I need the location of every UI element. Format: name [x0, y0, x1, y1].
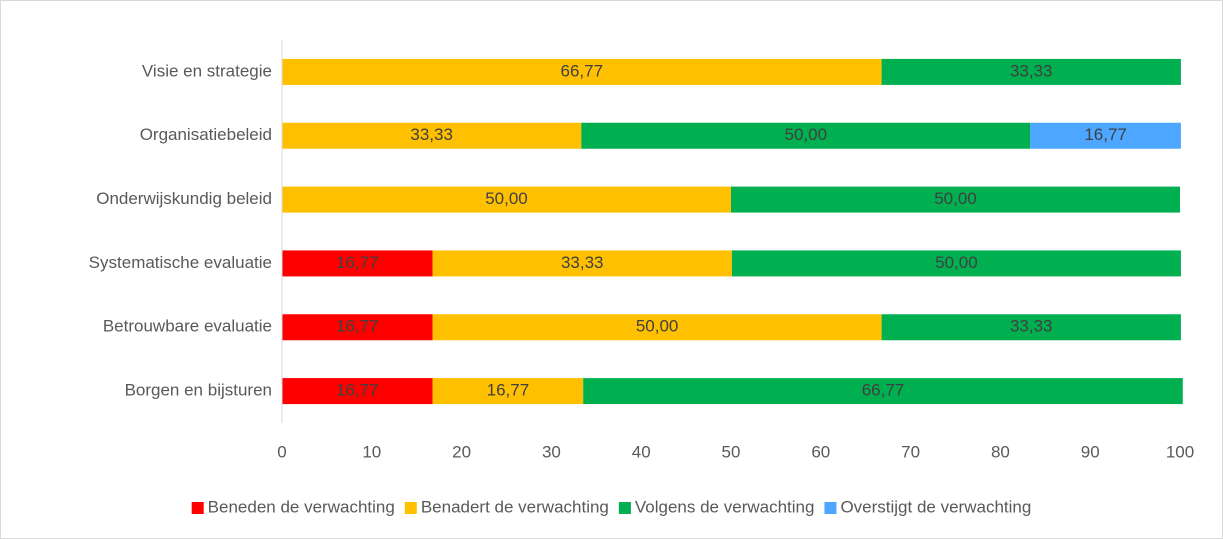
legend-label: Benadert de verwachting	[421, 497, 609, 516]
bar-segment	[282, 186, 731, 213]
y-tick-label: Visie en strategie	[142, 61, 272, 80]
bar-segment	[432, 250, 732, 277]
bar-segment	[881, 314, 1181, 341]
bar-segment	[282, 378, 433, 405]
data-label: 33,33	[561, 253, 604, 272]
data-label: 66,77	[862, 381, 905, 400]
legend-item: Beneden de verwachting	[191, 497, 395, 516]
bar-segment	[282, 250, 433, 277]
legend-item: Volgens de verwachting	[618, 497, 815, 516]
data-label: 16,77	[336, 253, 379, 272]
bar-segment	[282, 314, 433, 341]
bar-segment	[432, 314, 882, 341]
bar-segment	[881, 58, 1181, 85]
x-tick-label: 30	[542, 442, 561, 461]
data-label: 33,33	[1010, 317, 1053, 336]
data-label: 16,77	[1084, 125, 1127, 144]
data-label: 16,77	[487, 381, 530, 400]
bar-segment	[1030, 122, 1181, 149]
legend-label: Volgens de verwachting	[635, 497, 815, 516]
y-tick-label: Betrouwbare evaluatie	[103, 317, 272, 336]
x-tick-label: 70	[901, 442, 920, 461]
bar-segment	[731, 186, 1180, 213]
data-label: 50,00	[934, 189, 977, 208]
legend-item: Overstijgt de verwachting	[824, 497, 1031, 516]
data-label: 50,00	[785, 125, 828, 144]
bar-segment	[583, 378, 1183, 405]
legend-swatch	[824, 502, 837, 514]
bar-segment	[282, 122, 582, 149]
bar-segment	[432, 378, 584, 405]
x-tick-label: 10	[362, 442, 381, 461]
data-label: 33,33	[1010, 61, 1053, 80]
bar-segment	[282, 58, 882, 85]
data-label: 50,00	[935, 253, 978, 272]
data-label: 16,77	[336, 381, 379, 400]
legend-item: Benadert de verwachting	[404, 497, 609, 516]
y-tick-label: Organisatiebeleid	[140, 125, 272, 144]
x-tick-label: 60	[811, 442, 830, 461]
y-tick-label: Onderwijskundig beleid	[96, 189, 272, 208]
x-tick-label: 100	[1166, 442, 1194, 461]
x-tick-label: 20	[452, 442, 471, 461]
legend-label: Beneden de verwachting	[208, 497, 395, 516]
x-tick-label: 50	[722, 442, 741, 461]
data-label: 33,33	[410, 125, 453, 144]
bar-segment	[581, 122, 1031, 149]
x-tick-label: 0	[277, 442, 286, 461]
x-tick-label: 90	[1081, 442, 1100, 461]
y-tick-label: Borgen en bijsturen	[125, 381, 272, 400]
legend-swatch	[618, 502, 631, 514]
x-tick-label: 40	[632, 442, 651, 461]
data-label: 50,00	[636, 317, 679, 336]
legend-swatch	[404, 502, 417, 514]
bar-segment	[731, 250, 1181, 277]
data-label: 16,77	[336, 317, 379, 336]
data-label: 66,77	[561, 61, 604, 80]
legend-label: Overstijgt de verwachting	[840, 497, 1031, 516]
legend-swatch	[191, 502, 204, 514]
y-tick-label: Systematische evaluatie	[89, 253, 272, 272]
x-tick-label: 80	[991, 442, 1010, 461]
data-label: 50,00	[485, 189, 528, 208]
